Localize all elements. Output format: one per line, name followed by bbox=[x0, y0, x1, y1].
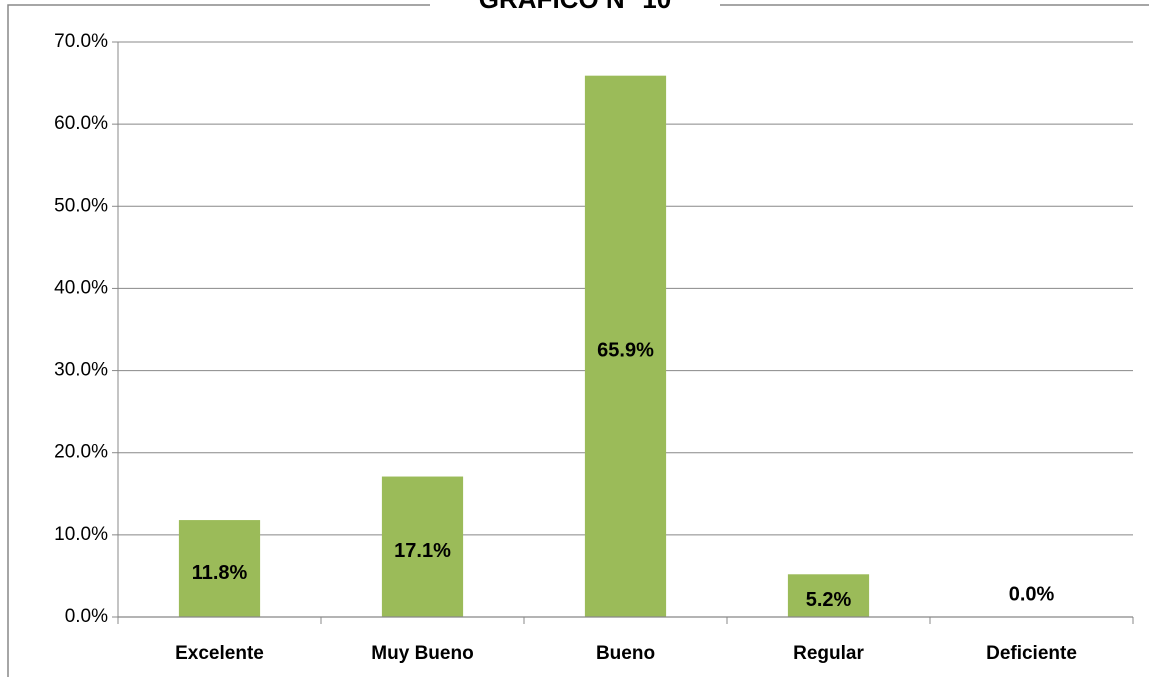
x-tick-label: Regular bbox=[793, 643, 864, 664]
x-tick-label: Muy Bueno bbox=[371, 643, 473, 664]
data-label: 11.8% bbox=[192, 562, 248, 584]
x-tick-label: Deficiente bbox=[986, 643, 1077, 664]
data-label: 0.0% bbox=[1009, 583, 1055, 605]
data-label: 17.1% bbox=[394, 540, 451, 562]
y-tick-label: 50.0% bbox=[54, 195, 108, 216]
bar bbox=[381, 476, 464, 617]
y-tick-label: 10.0% bbox=[54, 524, 108, 545]
x-tick-label: Excelente bbox=[175, 643, 264, 664]
y-tick-label: 0.0% bbox=[65, 606, 108, 627]
y-tick-label: 70.0% bbox=[54, 31, 108, 52]
y-tick-label: 40.0% bbox=[54, 277, 108, 298]
bar bbox=[584, 75, 667, 617]
bar bbox=[178, 520, 261, 617]
chart-title: GRAFICO N° 10 bbox=[479, 0, 671, 14]
y-tick-label: 20.0% bbox=[54, 442, 108, 463]
title-background bbox=[430, 0, 720, 12]
y-tick-label: 60.0% bbox=[54, 113, 108, 134]
data-label: 5.2% bbox=[806, 589, 852, 611]
data-label: 65.9% bbox=[597, 340, 654, 362]
y-tick-label: 30.0% bbox=[54, 360, 108, 381]
bar bbox=[787, 574, 870, 617]
x-tick-label: Bueno bbox=[596, 643, 655, 664]
